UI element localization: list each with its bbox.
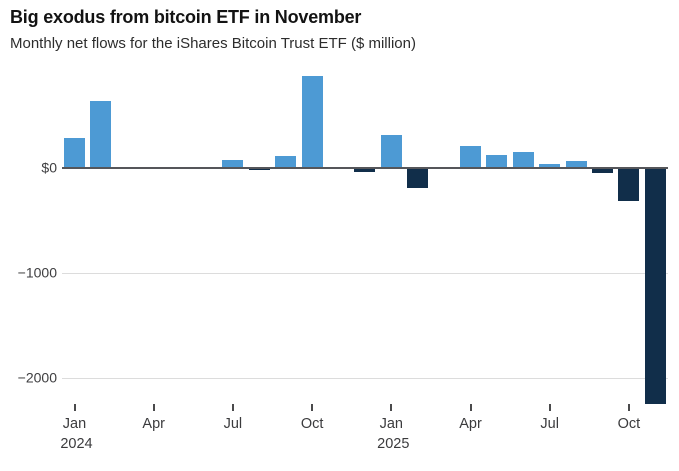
bar-sep-2025 <box>592 168 613 174</box>
gridline--1000 <box>62 273 668 274</box>
x-axis-label-jan-2025: Jan <box>379 416 403 432</box>
bar-aug-2024 <box>248 168 270 171</box>
x-axis-year-label-2024: 2024 <box>60 436 93 452</box>
x-axis-tick-apr-2024 <box>152 404 155 411</box>
bar-aug-2025 <box>565 161 587 168</box>
bar-oct-2024 <box>301 76 323 168</box>
x-axis-label-jul-2024: Jul <box>223 416 243 432</box>
x-axis-zero-line <box>62 167 668 169</box>
x-axis-tick-jul-2024 <box>231 404 234 411</box>
bar-feb-2024 <box>90 100 112 168</box>
x-axis-label-jan-2024: Jan <box>62 416 87 432</box>
bar-oct-2025 <box>618 168 640 201</box>
bar-nov-2025 <box>644 168 666 405</box>
bar-may-2025 <box>486 155 508 168</box>
chart-title: Big exodus from bitcoin ETF in November <box>10 7 362 27</box>
x-axis-tick-jul-2025 <box>548 404 551 411</box>
bar-jul-2025 <box>539 164 561 168</box>
x-axis-label-oct-2025: Oct <box>617 416 641 432</box>
bar-jan-2025 <box>380 135 402 168</box>
bar-jul-2024 <box>222 159 244 168</box>
x-axis-label-jul-2025: Jul <box>540 416 559 432</box>
bar-feb-2025 <box>407 168 429 188</box>
y-axis-label--1000: −1000 <box>17 264 57 281</box>
chart-subtitle: Monthly net flows for the iShares Bitcoi… <box>10 35 416 52</box>
x-axis-tick-apr-2025 <box>469 404 472 411</box>
gridline--2000 <box>62 378 668 379</box>
bar-jan-2024 <box>64 137 85 168</box>
x-axis-label-oct-2024: Oct <box>300 416 324 432</box>
x-axis-label-apr-2025: Apr <box>459 416 482 432</box>
x-axis-tick-jan-2024 <box>73 404 76 411</box>
x-axis-tick-oct-2025 <box>627 404 630 411</box>
bar-jun-2025 <box>512 152 534 168</box>
bar-sep-2024 <box>275 156 297 168</box>
x-axis-tick-oct-2024 <box>311 404 314 411</box>
x-axis-label-apr-2024: Apr <box>142 416 165 432</box>
y-axis-label-zero: $0 <box>41 159 57 176</box>
x-axis-tick-jan-2025 <box>390 404 393 411</box>
bar-apr-2025 <box>460 145 481 168</box>
x-axis-year-label-2025: 2025 <box>377 436 410 452</box>
y-axis-label--2000: −2000 <box>17 369 57 386</box>
bar-dec-2024 <box>354 168 376 173</box>
